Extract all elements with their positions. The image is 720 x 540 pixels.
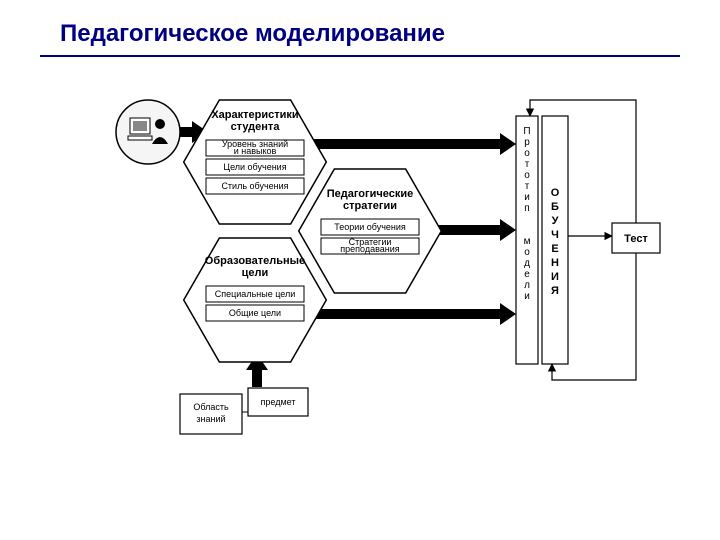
- svg-text:Область: Область: [193, 402, 229, 412]
- keyboard-icon: [128, 136, 152, 140]
- svg-text:Специальные цели: Специальные цели: [215, 289, 296, 299]
- page-title: Педагогическое моделирование: [60, 20, 445, 48]
- svg-text:л: л: [524, 280, 530, 291]
- svg-text:знаний: знаний: [196, 414, 225, 424]
- svg-text:Б: Б: [551, 201, 559, 213]
- svg-text:Стиль обучения: Стиль обучения: [221, 181, 288, 191]
- svg-text:Образовательные: Образовательные: [205, 255, 305, 267]
- svg-text:о: о: [524, 247, 530, 258]
- svg-text:преподавания: преподавания: [340, 244, 400, 254]
- svg-text:Я: Я: [551, 285, 559, 297]
- svg-text:Цели обучения: Цели обучения: [223, 162, 286, 172]
- svg-text:П: П: [523, 126, 530, 137]
- svg-text:Педагогические: Педагогические: [327, 188, 414, 200]
- svg-text:О: О: [551, 187, 560, 199]
- svg-text:и: и: [524, 291, 530, 302]
- svg-text:и: и: [524, 192, 530, 203]
- svg-text:р: р: [524, 137, 530, 148]
- thick-arrow: [312, 133, 516, 155]
- svg-text:д: д: [524, 258, 530, 269]
- svg-text:т: т: [525, 159, 530, 170]
- svg-text:Тест: Тест: [624, 233, 648, 245]
- svg-text:и навыков: и навыков: [234, 146, 277, 156]
- thick-arrow: [312, 303, 516, 325]
- svg-text:Н: Н: [551, 257, 559, 269]
- svg-text:е: е: [524, 269, 530, 280]
- svg-text:Общие цели: Общие цели: [229, 308, 281, 318]
- svg-text:цели: цели: [242, 267, 269, 279]
- svg-text:т: т: [525, 181, 530, 192]
- person-head-icon: [155, 119, 165, 129]
- svg-text:м: м: [524, 236, 531, 247]
- svg-text:студента: студента: [231, 121, 281, 133]
- svg-text:предмет: предмет: [261, 397, 296, 407]
- svg-text:Ч: Ч: [551, 229, 559, 241]
- svg-text:У: У: [552, 215, 559, 227]
- svg-text:И: И: [551, 271, 559, 283]
- diagram-canvas: ХарактеристикистудентаУровень знанийи на…: [0, 70, 720, 530]
- svg-text:Теории обучения: Теории обучения: [334, 222, 406, 232]
- svg-text:Характеристики: Характеристики: [211, 109, 298, 121]
- svg-text:стратегии: стратегии: [343, 200, 397, 212]
- svg-text:п: п: [524, 203, 529, 214]
- svg-text:Е: Е: [551, 243, 558, 255]
- title-underline: [40, 55, 680, 57]
- monitor-screen: [133, 121, 147, 131]
- svg-text:о: о: [524, 148, 530, 159]
- svg-text:о: о: [524, 170, 530, 181]
